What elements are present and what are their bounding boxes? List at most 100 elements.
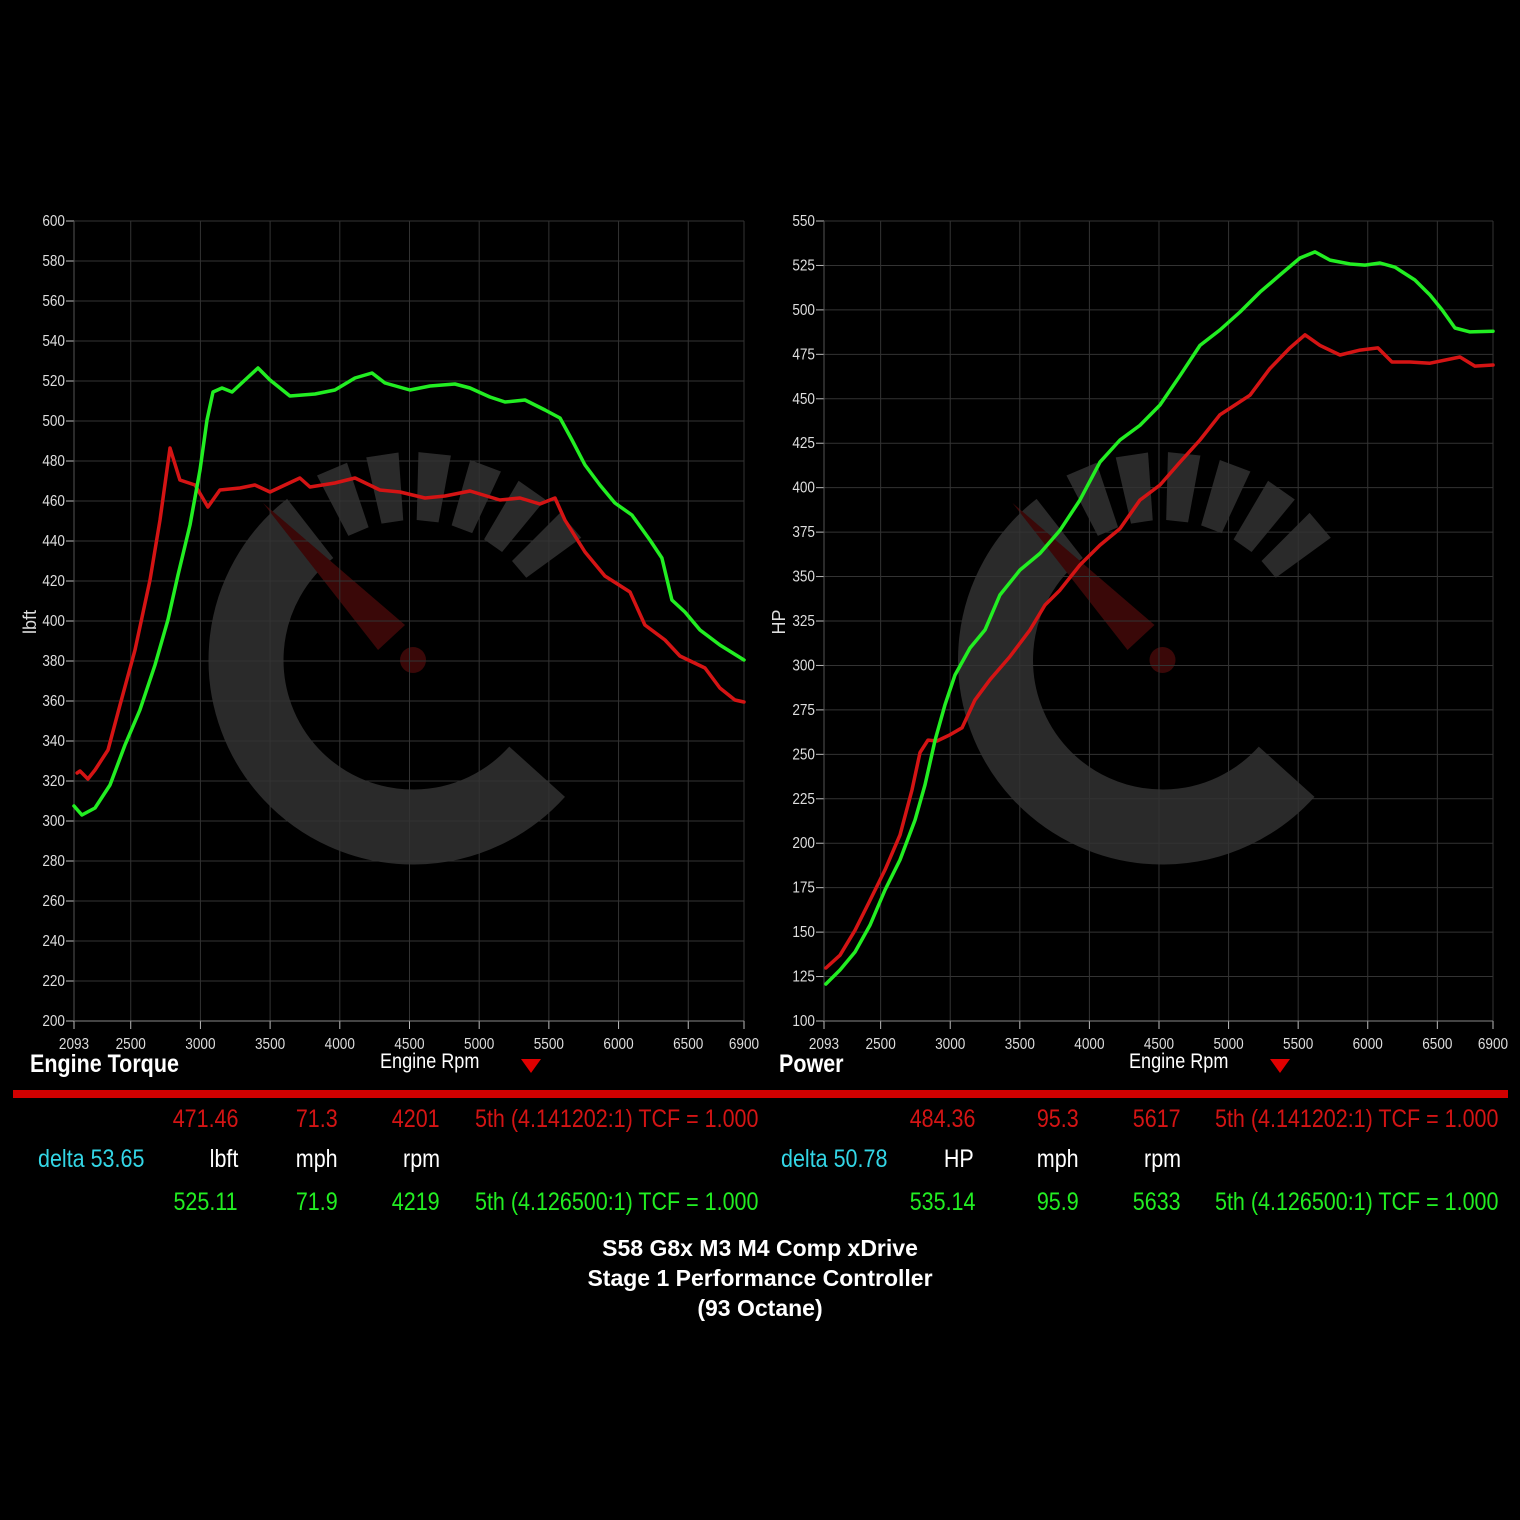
y-tick-label: 480 [42,453,65,470]
x-tick-label: 2093 [809,1036,839,1053]
y-tick-label: 550 [792,213,815,230]
y-tick-label: 175 [792,880,815,897]
y-tick-label: 220 [42,973,65,990]
power-tuned-rpm: 5633 [1133,1188,1181,1216]
torque-rpm-dropdown-icon[interactable] [521,1059,541,1073]
y-tick-label: 200 [792,835,815,852]
torque-unit: lbft [209,1145,238,1173]
y-tick-label: 425 [792,435,815,452]
watermark-c-arc [208,498,565,865]
x-tick-label: 4000 [325,1036,355,1053]
caption-line-1: S58 G8x M3 M4 Comp xDrive [602,1235,918,1261]
y-tick-label: 460 [42,493,65,510]
watermark-gauge-tick [416,452,451,523]
watermark-gauge-tick [1066,462,1119,536]
y-tick-label: 580 [42,253,65,270]
x-tick-label: 4000 [1074,1036,1104,1053]
y-tick-label: 400 [792,480,815,497]
power-baseline-rpm: 5617 [1133,1105,1181,1133]
x-tick-label: 2500 [116,1036,146,1053]
y-tick-label: 280 [42,853,65,870]
y-tick-label: 275 [792,702,815,719]
x-tick-label: 4500 [1144,1036,1174,1053]
caption-line-2: Stage 1 Performance Controller [587,1265,933,1291]
y-tick-label: 300 [792,658,815,675]
chart-torque: 200 220 240 260 280 300 320 340 360 380 400 420 440 4… [20,213,759,1053]
y-tick-label: 400 [42,613,65,630]
torque-tuned-rpm: 4219 [392,1188,440,1216]
watermark-needle-hub [400,647,427,673]
x-tick-label: 2093 [59,1036,89,1053]
watermark-gauge-tick [1233,480,1295,552]
y-tick-label: 560 [42,293,65,310]
torque-tuned-value: 525.11 [173,1188,238,1216]
power-rpm-unit: rpm [1143,1145,1181,1173]
caption-line-3: (93 Octane) [697,1295,823,1321]
torque-mph-unit: mph [296,1145,338,1173]
x-tick-label: 6000 [603,1036,633,1053]
y-tick-label: 520 [42,373,65,390]
y-tick-label: 260 [42,893,65,910]
x-tick-label: 6900 [729,1036,759,1053]
power-chart-title: Power [779,1050,844,1078]
baseline-series-line [75,446,746,781]
torque-rpm-unit: rpm [402,1145,440,1173]
y-tick-label: 440 [42,533,65,550]
torque-baseline-rpm: 4201 [392,1105,440,1133]
watermark-needle-hub [1149,647,1176,673]
tuned-series-line [824,250,1495,986]
x-tick-label: 6900 [1478,1036,1508,1053]
y-tick-label: 340 [42,733,65,750]
y-tick-label: 360 [42,693,65,710]
torque-baseline-gear: 5th (4.141202:1) TCF = 1.000 [475,1105,759,1133]
y-tick-label: 375 [792,524,815,541]
y-tick-label: 500 [42,413,65,430]
torque-baseline-mph: 71.3 [296,1105,338,1133]
power-baseline-value: 484.36 [909,1105,975,1133]
y-tick-label: 500 [792,302,815,319]
baseline-series-line [824,333,1495,970]
y-tick-label: 200 [42,1013,65,1030]
y-tick-label: 240 [42,933,65,950]
y-tick-label: 350 [792,569,815,586]
watermark-gauge-tick [484,480,546,552]
watermark-gauge-tick [316,462,369,536]
x-tick-label: 3000 [935,1036,965,1053]
y-tick-label: 540 [42,333,65,350]
y-tick-label: 475 [792,346,815,363]
x-tick-label: 5000 [464,1036,494,1053]
torque-x-axis-label: Engine Rpm [380,1050,480,1073]
y-tick-label: 380 [42,653,65,670]
watermark-gauge-tick [512,512,582,578]
x-tick-label: 3500 [255,1036,285,1053]
power-mph-unit: mph [1037,1145,1079,1173]
watermark-gauge-tick [366,452,404,524]
y-tick-label: 525 [792,258,815,275]
y-tick-label: 225 [792,791,815,808]
power-baseline-gear: 5th (4.141202:1) TCF = 1.000 [1215,1105,1499,1133]
watermark-gauge-tick [1261,512,1331,578]
watermark-c-arc [958,498,1315,865]
torque-chart-title: Engine Torque [30,1050,179,1078]
power-unit: HP [944,1145,974,1173]
torque-delta: delta 53.65 [38,1145,145,1173]
power-tuned-gear: 5th (4.126500:1) TCF = 1.000 [1215,1188,1499,1216]
watermark-needle [263,503,406,650]
tuned-series-line [72,366,746,817]
power-tuned-value: 535.14 [909,1188,975,1216]
y-tick-label: 420 [42,573,65,590]
x-tick-label: 2500 [866,1036,896,1053]
x-tick-label: 4500 [394,1036,424,1053]
y-tick-label: 100 [792,1013,815,1030]
power-tuned-mph: 95.9 [1037,1188,1079,1216]
torque-tuned-mph: 71.9 [296,1188,338,1216]
x-tick-label: 5500 [534,1036,564,1053]
x-tick-label: 6500 [673,1036,703,1053]
power-rpm-dropdown-icon[interactable] [1270,1059,1290,1073]
torque-baseline-value: 471.46 [172,1105,238,1133]
power-baseline-mph: 95.3 [1037,1105,1079,1133]
y-tick-label: 300 [42,813,65,830]
x-tick-label: 3000 [185,1036,215,1053]
torque-tuned-gear: 5th (4.126500:1) TCF = 1.000 [475,1188,759,1216]
